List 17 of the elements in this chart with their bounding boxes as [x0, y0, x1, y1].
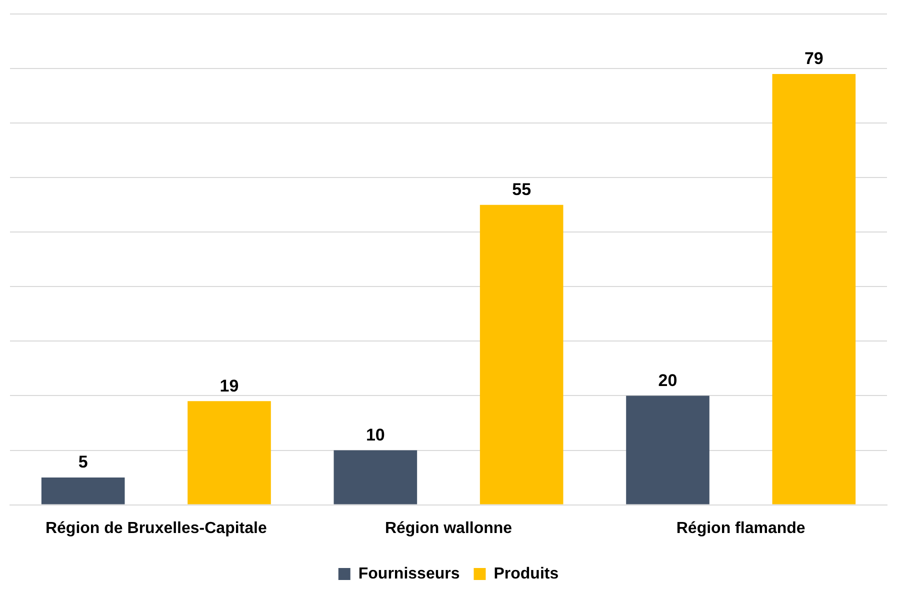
bar	[626, 396, 710, 504]
data-label: 55	[512, 180, 532, 200]
legend-label: Fournisseurs	[358, 565, 460, 582]
bar	[334, 450, 418, 504]
bar	[41, 478, 125, 504]
data-label: 10	[366, 425, 385, 444]
legend-label: Produits	[494, 565, 559, 582]
x-tick-label: Région de Bruxelles-Capitale	[45, 520, 267, 537]
data-label: 79	[804, 49, 824, 68]
data-label: 19	[220, 376, 239, 396]
bar	[480, 204, 564, 504]
data-label: 20	[658, 370, 678, 390]
x-tick-label: Région flamande	[676, 520, 806, 537]
x-tick-label: Région wallonne	[384, 520, 512, 537]
bar	[188, 401, 271, 504]
data-label: 5	[78, 452, 88, 472]
bar	[772, 74, 856, 504]
